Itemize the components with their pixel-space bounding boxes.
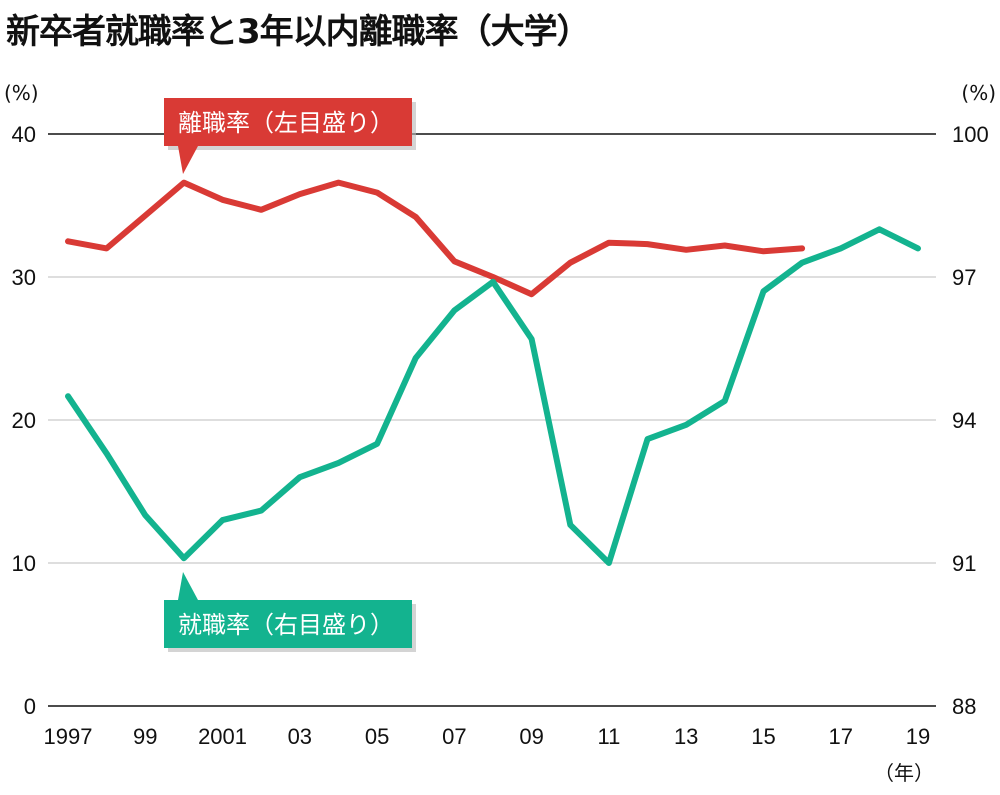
left-tick-label: 0 (24, 694, 36, 719)
right-tick-label: 88 (952, 694, 976, 719)
right-tick-label: 100 (952, 122, 989, 147)
x-tick-label: 03 (288, 724, 312, 749)
left-axis-unit: (%) (4, 81, 39, 105)
right-tick-label: 91 (952, 551, 976, 576)
x-tick-label: 09 (519, 724, 543, 749)
rishoku-rate-line (65, 179, 806, 298)
x-axis-unit: （年） (874, 761, 934, 785)
shushoku-callout: 就職率（右目盛り） (164, 572, 416, 652)
x-tick-label: 11 (597, 724, 620, 749)
callout-pointer (178, 146, 198, 174)
callout-box (164, 600, 412, 648)
shushoku-rate-line (65, 226, 921, 566)
left-tick-label: 40 (12, 122, 36, 147)
left-tick-label: 20 (12, 408, 36, 433)
right-axis-ticks: 88 91 94 97 100 (952, 122, 989, 719)
rishoku-callout: 離職率（左目盛り） (164, 98, 416, 174)
right-axis-unit: (%) (961, 81, 996, 105)
right-tick-label: 97 (952, 265, 976, 290)
chart-title: 新卒者就職率と3年以内離職率（大学） (6, 12, 591, 52)
x-tick-label: 19 (906, 724, 930, 749)
callout-box (164, 98, 412, 146)
x-tick-label: 1997 (44, 724, 93, 749)
x-axis-ticks: 1997 99 2001 03 05 07 09 11 13 15 17 19 (44, 724, 931, 749)
x-tick-label: 07 (442, 724, 466, 749)
series-lines (65, 179, 921, 566)
left-tick-label: 30 (12, 265, 36, 290)
x-tick-label: 05 (365, 724, 389, 749)
callout-label: 離職率（左目盛り） (178, 109, 394, 137)
x-tick-label: 17 (828, 724, 852, 749)
legend-callouts: 離職率（左目盛り） 就職率（右目盛り） (164, 98, 416, 652)
right-tick-label: 94 (952, 408, 976, 433)
callout-label: 就職率（右目盛り） (178, 611, 394, 639)
left-tick-label: 10 (12, 551, 36, 576)
x-tick-label: 15 (751, 724, 775, 749)
x-tick-label: 99 (133, 724, 157, 749)
x-tick-label: 13 (674, 724, 698, 749)
callout-pointer (178, 572, 198, 600)
left-axis-ticks: 0 10 20 30 40 (12, 122, 36, 719)
x-tick-label: 2001 (198, 724, 247, 749)
